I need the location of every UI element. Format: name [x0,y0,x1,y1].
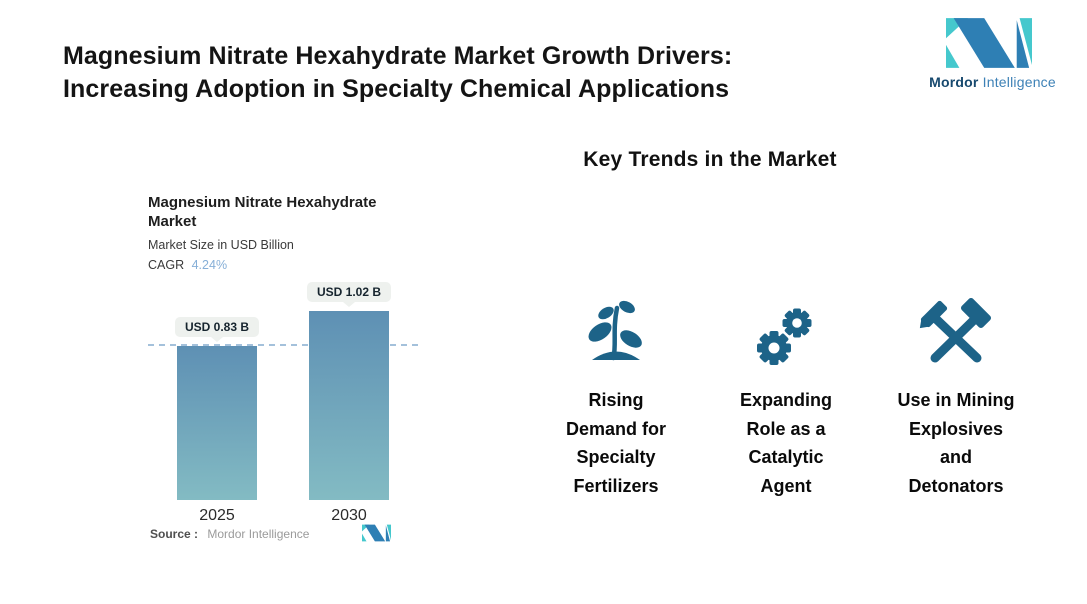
chart-title: Magnesium Nitrate Hexahydrate Market [148,194,377,230]
trend-caption-catalytic: Expanding Role as a Catalytic Agent [739,390,832,496]
trend-caption-mining: Use in Mining Explosives and Detonators [897,390,1015,496]
brand-name-bold: Mordor [929,74,979,90]
reference-dashed-line [148,344,418,346]
bar-2025 [177,346,257,500]
gears-icon [757,308,812,365]
trend-item-fertilizers: Rising Demand for Specialty Fertilizers [537,290,695,500]
source-row: Source : Mordor Intelligence [150,527,433,541]
plant-icon [588,300,642,361]
page-title: Magnesium Nitrate Hexahydrate Market Gro… [63,40,883,106]
trend-item-mining: Use in Mining Explosives and Detonators [877,290,1035,500]
cagr-label: CAGR [148,258,185,272]
page-title-line1: Magnesium Nitrate Hexahydrate Market Gro… [63,42,733,70]
cagr-row: CAGR 4.24% [148,258,433,272]
plant-icon-box [537,290,695,370]
source-label: Source : [150,527,199,541]
gears-icon-box [707,290,865,370]
mordor-logo-mini-icon [362,524,391,542]
brand-wordmark: Mordor Intelligence [925,74,1060,90]
mining-hammers-icon-box [877,290,1035,370]
market-size-chart: Magnesium Nitrate Hexahydrate Market Mar… [148,193,433,558]
value-badge-2030: USD 1.02 B [306,282,392,302]
trend-item-catalytic: Expanding Role as a Catalytic Agent [707,290,865,500]
trend-caption-fertilizers: Rising Demand for Specialty Fertilizers [565,390,666,496]
x-label-2025: 2025 [199,507,235,524]
cagr-value: 4.24% [191,258,228,272]
mordor-logo-icon [946,18,1032,68]
value-badge-2025: USD 0.83 B [174,317,260,337]
trends-row: Rising Demand for Specialty Fertilizers [537,290,1035,500]
trends-heading: Key Trends in the Market [583,148,837,171]
mining-hammers-icon [919,298,992,363]
source-value: Mordor Intelligence [207,527,310,541]
bar-plot-area: USD 0.83 B 2025 USD 1.02 B 2030 [148,278,433,524]
bar-2030 [309,311,389,500]
page-title-line2: Increasing Adoption in Specialty Chemica… [63,75,730,103]
x-label-2030: 2030 [331,507,367,524]
chart-subtitle: Market Size in USD Billion [148,238,294,252]
brand-name-light: Intelligence [982,74,1056,90]
